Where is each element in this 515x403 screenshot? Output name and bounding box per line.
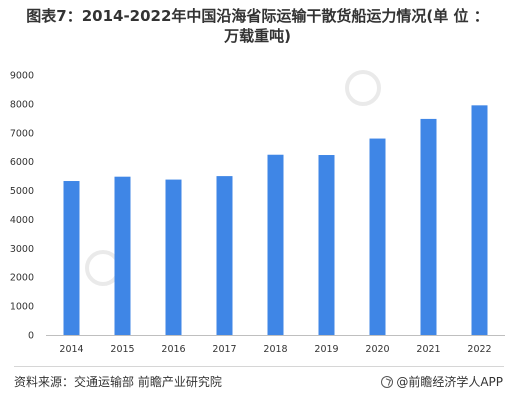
x-tick-label: 2022 (467, 344, 491, 355)
y-tick-label: 6000 (10, 157, 34, 168)
bar-2016 (165, 179, 182, 335)
x-tick-label: 2020 (365, 344, 389, 355)
x-tick-label: 2017 (212, 344, 236, 355)
bar-2017 (216, 176, 233, 335)
y-tick-label: 9000 (10, 71, 34, 82)
brand-credit: @前瞻经济学人APP (381, 373, 503, 390)
y-tick-label: 8000 (10, 99, 34, 110)
bar-2015 (114, 176, 131, 335)
bar-2014 (63, 181, 80, 335)
brand-text: @前瞻经济学人APP (396, 375, 503, 389)
x-tick-label: 2019 (314, 344, 338, 355)
chart-title-line1: 图表7：2014-2022年中国沿海省际运输干散货船运力情况(单 位 ： (26, 7, 489, 25)
x-tick-label: 2015 (110, 344, 134, 355)
y-tick-label: 2000 (10, 273, 34, 284)
brand-logo-icon (381, 375, 394, 388)
footer-divider (14, 366, 504, 367)
x-tick-label: 2021 (416, 344, 440, 355)
x-axis-ticks: 2014 2015 2016 2017 2018 2019 2020 2021 2022 (59, 344, 491, 355)
bar-chart: 0 1000 2000 3000 4000 5000 6000 7000 8000 9000 20… (10, 71, 505, 355)
y-tick-label: 0 (28, 331, 34, 342)
source-text: 资料来源：交通运输部 前瞻产业研究院 (14, 375, 222, 389)
x-tick-label: 2016 (161, 344, 185, 355)
y-tick-label: 4000 (10, 215, 34, 226)
y-axis-ticks: 0 1000 2000 3000 4000 5000 6000 7000 8000 9000 (10, 71, 34, 342)
y-tick-label: 5000 (10, 186, 34, 197)
chart-title: 图表7：2014-2022年中国沿海省际运输干散货船运力情况(单 位 ： 万载重… (0, 6, 515, 46)
y-tick-label: 1000 (10, 302, 34, 313)
bar-2022 (471, 105, 488, 335)
bar-2019 (318, 155, 335, 335)
bar-2020 (369, 138, 386, 335)
y-tick-label: 3000 (10, 244, 34, 255)
bars (63, 105, 488, 336)
bar-2018 (267, 154, 284, 335)
x-tick-label: 2014 (59, 344, 83, 355)
x-tick-label: 2018 (263, 344, 287, 355)
y-tick-label: 7000 (10, 128, 34, 139)
bar-2021 (420, 118, 437, 336)
chart-title-line2: 万载重吨) (224, 27, 291, 45)
